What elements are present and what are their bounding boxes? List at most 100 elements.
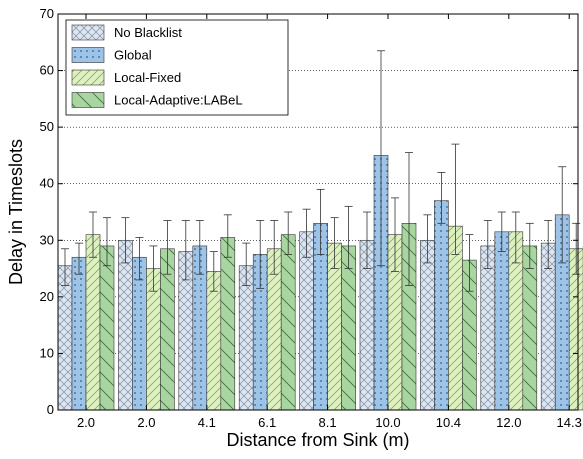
error-bar [525,222,534,269]
error-bar [149,245,158,292]
legend: No Blacklist Global Local-Fixed Local-Adapt… [65,19,289,116]
bar [85,234,101,411]
bar-pattern [299,231,314,411]
error-bar [572,222,581,275]
y-tick-label: 30 [40,232,54,247]
y-tick-label: 0 [47,402,54,417]
bar [434,200,449,411]
legend-swatch-pattern [71,24,105,41]
error-bar [483,220,492,269]
error-bar [75,242,83,275]
legend-swatch-pattern [71,47,105,63]
legend-swatch-pattern [71,69,105,86]
bar [341,245,356,411]
error-bar [121,217,130,264]
error-bar [497,211,506,253]
bar [448,225,463,411]
error-bar [465,234,474,292]
bar-pattern [420,239,435,411]
error-bar [195,220,204,275]
x-axis-ticks: 2.0 2.0 4.1 6.1 8.1 10.0 10.4 12.0 14.3 [77,14,582,430]
error-bar [163,220,172,275]
y-tick-label: 40 [40,176,54,191]
x-tick-label: 12.0 [496,415,521,430]
x-tick-label: 4.1 [198,415,216,430]
y-tick-label: 10 [40,345,54,360]
bar-pattern [99,245,115,411]
bar [146,268,161,411]
bar [387,234,403,411]
error-bar [437,171,446,224]
bar-pattern [85,234,101,411]
error-bars [61,50,581,292]
bar [178,251,194,411]
error-bar [256,220,265,289]
bar [494,231,510,411]
error-bar [181,220,190,281]
bar [118,239,133,411]
bar [540,242,556,411]
bar [373,155,389,411]
bar-pattern [522,245,538,411]
error-bar [135,237,144,281]
error-bar [242,242,251,286]
error-bar [209,251,218,292]
bar [420,239,435,411]
bar [480,245,496,411]
bar [522,245,538,411]
bar-pattern [434,200,449,411]
legend-item: Local-Fixed [71,69,181,86]
error-bar [316,188,325,255]
y-axis-ticks: 0 10 20 30 40 50 60 70 [40,6,578,417]
y-tick-label: 20 [40,289,54,304]
error-bar [405,152,413,286]
y-tick-label: 70 [40,6,54,21]
x-tick-label: 2.0 [137,415,155,430]
bar [99,245,115,411]
bar-pattern [280,234,296,411]
bar-pattern [57,265,73,411]
legend-label: Local-Adaptive:LABeL [114,93,243,108]
bar [238,265,254,411]
legend-label: Global [114,48,152,63]
legend-label: Local-Fixed [114,70,181,85]
error-bar [511,211,520,264]
x-tick-label: 14.3 [557,415,582,430]
bar-pattern [341,245,356,411]
bar [299,231,314,411]
y-tick-label: 60 [40,63,54,78]
error-bar [61,248,69,286]
bar-pattern [118,239,133,411]
error-bar [103,217,111,267]
error-bar [391,197,399,272]
error-bar [302,208,311,258]
x-tick-label: 10.0 [375,415,400,430]
bars [57,155,583,411]
x-tick-label: 10.4 [436,415,461,430]
error-bar [223,214,232,258]
bar-pattern [238,265,254,411]
bar [568,248,583,411]
error-bar [558,166,567,264]
error-bar [89,211,97,258]
legend-item: No Blacklist [71,24,182,41]
bar [266,248,282,411]
bar-pattern [480,245,496,411]
bar [252,254,268,411]
error-bar [284,211,293,255]
error-bar [451,143,460,255]
x-tick-label: 2.0 [77,415,95,430]
bar [71,256,87,411]
error-bar [270,220,279,275]
x-tick-label: 6.1 [258,415,276,430]
bar [132,256,147,411]
legend-label: No Blacklist [114,25,182,40]
legend-item: Local-Adaptive:LABeL [71,92,243,108]
error-bar [344,205,353,269]
bar [57,265,73,411]
bar [359,239,375,411]
y-tick-label: 50 [40,119,54,134]
bar [327,242,342,411]
bar [401,223,417,411]
